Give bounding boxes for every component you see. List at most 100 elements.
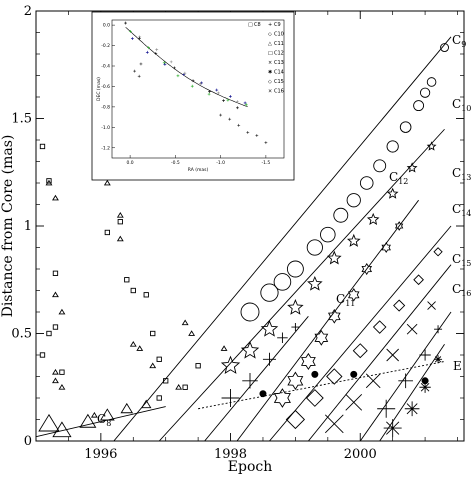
point-c14: [427, 301, 436, 310]
inset-point: [162, 61, 166, 65]
point-c12: [287, 371, 304, 391]
fit-line-c10: [158, 128, 445, 441]
inset-point: [124, 21, 127, 25]
early-triangle-point: [149, 362, 157, 369]
point-c8: [141, 399, 152, 409]
label-c13: C13: [452, 166, 471, 182]
point-c9: [286, 260, 304, 278]
early-triangle-point: [52, 377, 59, 384]
inset-jet-path: [125, 26, 248, 108]
point-c13: [413, 274, 424, 286]
early-square-point: [163, 378, 169, 384]
early-square-point: [52, 324, 59, 330]
point-c8: [79, 413, 97, 428]
inset-legend-symbol: +: [268, 22, 272, 28]
point-c10: [326, 250, 342, 265]
point-e: [421, 377, 429, 385]
inset-y-tick-label: -0.6: [101, 84, 110, 90]
point-c8: [38, 413, 60, 432]
point-c16: [383, 419, 402, 438]
point-c9: [333, 207, 349, 223]
inset-y-tick-label: -0.2: [101, 43, 110, 49]
inset-legend-symbol: ◇: [268, 79, 272, 85]
point-c15: [398, 373, 413, 389]
inset-point: [207, 92, 211, 96]
point-c9: [346, 193, 361, 208]
early-triangle-point: [103, 179, 111, 186]
inset-x-tick-label: -1.5: [262, 160, 271, 166]
inset-point: [128, 29, 132, 33]
early-square-point: [59, 369, 65, 375]
label-c8: C8: [97, 412, 111, 428]
point-c16: [404, 401, 420, 417]
point-c12: [300, 352, 316, 371]
point-c10: [287, 299, 304, 315]
point-c11: [277, 332, 288, 344]
point-c8: [120, 402, 134, 414]
point-c16: [419, 381, 431, 393]
point-c13: [352, 343, 368, 359]
point-c9: [373, 159, 387, 173]
point-c9: [273, 273, 292, 291]
point-c9: [419, 87, 431, 98]
point-c9: [306, 239, 323, 256]
point-c13: [433, 247, 443, 257]
inset-point: [235, 100, 239, 104]
inset-point: [190, 84, 194, 88]
inset-point: [243, 101, 247, 105]
y-tick-label: 0: [24, 434, 32, 449]
point-e: [259, 390, 267, 398]
inset-frame: [111, 19, 285, 159]
label-e: E: [453, 359, 462, 373]
fit-line-c12: [236, 199, 419, 441]
inset-y-tick-label: -1.2: [101, 145, 110, 151]
early-square-point: [156, 356, 162, 362]
inset-x-label: RA (mas): [188, 167, 209, 173]
fit-lines: [36, 36, 452, 441]
inset-legend-label: C16: [274, 89, 284, 95]
point-c9: [359, 176, 374, 190]
early-square-point: [52, 270, 59, 276]
inset-x-tick-label: 0.0: [127, 160, 134, 166]
inset-point: [176, 74, 180, 78]
early-square-point: [39, 143, 46, 150]
y-tick-label: 0.5: [11, 327, 32, 342]
early-square-point: [143, 292, 149, 298]
inset-legend-symbol: □: [248, 22, 253, 28]
early-square-point: [104, 229, 110, 236]
inset-point: [163, 62, 167, 66]
fit-line-c14: [308, 264, 452, 441]
early-triangle-point: [52, 291, 59, 298]
inset-legend-label: C11: [274, 41, 284, 47]
point-c14: [365, 373, 381, 389]
fit-line-c8: [36, 406, 166, 438]
point-c12: [361, 262, 373, 276]
point-c13: [372, 320, 387, 334]
early-square-point: [39, 352, 46, 358]
point-e: [350, 370, 358, 378]
inset-legend-symbol: ◇: [268, 32, 272, 38]
inset-point: [237, 123, 241, 127]
point-c10: [240, 341, 260, 359]
inset-x-tick-label: -1.0: [216, 160, 225, 166]
point-c12: [273, 388, 291, 408]
y-tick-label: 1.5: [11, 112, 32, 127]
early-triangle-point: [52, 194, 59, 201]
point-c12: [347, 288, 360, 302]
inset-legend-symbol: □: [268, 51, 273, 57]
early-square-point: [46, 330, 52, 337]
point-c12: [327, 308, 341, 324]
component-labels: C8 C9 C10 C11 C12 C13 C14 C15 C16 E: [97, 33, 471, 428]
point-c11: [291, 323, 300, 332]
inset-point: [154, 52, 158, 55]
early-triangle-point: [52, 368, 59, 375]
early-square-point: [182, 384, 188, 390]
early-triangle-point: [90, 411, 98, 418]
point-c10: [406, 162, 418, 173]
y-axis-label: Distance from Core (mas): [0, 135, 16, 318]
inset-legend-symbol: ×: [268, 89, 272, 95]
fit-line-e: [198, 361, 445, 410]
point-c9: [386, 140, 399, 153]
point-c10: [426, 141, 437, 151]
fit-line-c13: [269, 225, 452, 441]
